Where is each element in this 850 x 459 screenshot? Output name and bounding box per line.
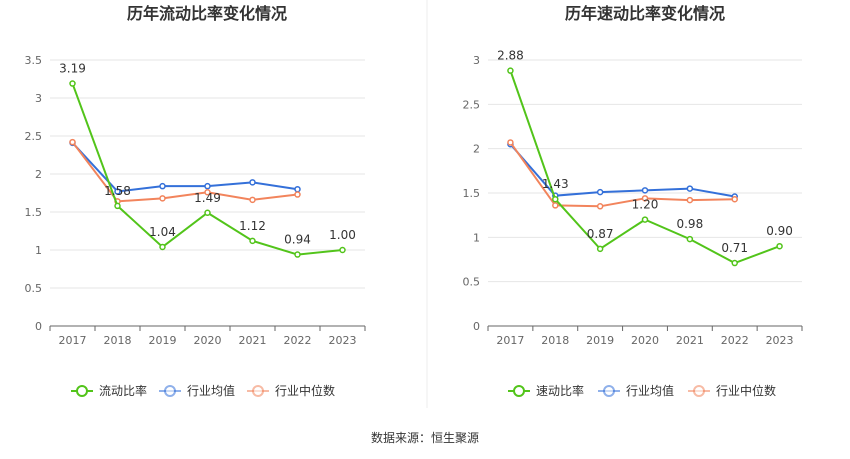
- data-point: [114, 202, 121, 210]
- data-point: [507, 139, 514, 146]
- data-point: [204, 182, 211, 190]
- x-tick-label: 2021: [239, 334, 267, 347]
- x-tick-label: 2018: [104, 334, 132, 347]
- x-tick-label: 2021: [676, 334, 704, 347]
- data-point: [159, 243, 166, 251]
- legend-marker: [76, 385, 88, 397]
- data-point: [596, 188, 604, 196]
- y-tick-label: 1.5: [463, 187, 481, 200]
- data-point: [507, 67, 514, 74]
- data-point: [114, 188, 121, 195]
- data-point: [776, 242, 783, 250]
- data-point: [69, 80, 76, 87]
- data-point: [294, 191, 301, 198]
- data-label: 1.04: [149, 225, 176, 239]
- x-tick-label: 2020: [631, 334, 659, 347]
- data-label: 1.00: [329, 228, 356, 242]
- data-label: 3.19: [59, 62, 86, 76]
- data-point: [641, 187, 649, 194]
- series-line: [71, 83, 343, 256]
- y-tick-label: 0: [473, 320, 480, 333]
- y-tick-label: 2: [35, 168, 42, 181]
- legend-label: 行业均值: [187, 383, 235, 398]
- data-label: 0.87: [587, 227, 614, 241]
- source-note: 数据来源：恒生聚源: [371, 430, 479, 445]
- data-label: 1.20: [632, 198, 659, 212]
- legend-marker: [693, 385, 705, 397]
- y-tick-label: 3: [473, 54, 480, 67]
- chart-title: 历年流动比率变化情况: [127, 4, 287, 23]
- data-label: 0.94: [284, 233, 311, 247]
- data-point: [641, 195, 649, 202]
- y-tick-label: 2: [473, 143, 480, 156]
- y-tick-label: 0: [35, 320, 42, 333]
- data-label: 1.49: [194, 191, 221, 205]
- x-tick-label: 2017: [496, 334, 524, 347]
- x-tick-label: 2017: [59, 334, 87, 347]
- legend-label: 行业中位数: [716, 383, 776, 398]
- y-tick-label: 1: [35, 244, 42, 257]
- y-tick-label: 1: [473, 231, 480, 244]
- current-ratio-chart: 历年流动比率变化情况 0 0.5 1 1.5 2 2.5 3 3.5 2017 2018 2019 20…: [25, 4, 366, 398]
- data-point: [204, 188, 211, 196]
- quick-ratio-chart: 历年速动比率变化情况 0 0.5 1 1.5 2 2.5 3 2017 2018 2019 2020 2…: [463, 4, 803, 398]
- x-tick-label: 2022: [721, 334, 749, 347]
- legend-label: 流动比率: [99, 383, 147, 398]
- legend-label: 速动比率: [536, 383, 584, 398]
- y-tick-label: 2.5: [463, 98, 481, 111]
- x-tick-label: 2019: [586, 334, 614, 347]
- legend-marker: [164, 385, 176, 397]
- legend-marker: [252, 385, 264, 397]
- data-point: [204, 209, 211, 217]
- x-tick-label: 2018: [541, 334, 569, 347]
- y-tick-label: 0.5: [25, 282, 43, 295]
- data-point: [294, 251, 301, 258]
- data-point: [641, 216, 649, 223]
- data-label: 0.98: [676, 217, 703, 231]
- data-label: 1.43: [542, 177, 569, 191]
- series-line: [509, 70, 780, 265]
- data-point: [686, 185, 694, 192]
- data-label: 1.58: [104, 184, 131, 198]
- data-point: [731, 259, 738, 267]
- data-point: [249, 196, 256, 204]
- data-point: [596, 245, 604, 253]
- data-point: [686, 235, 694, 243]
- y-tick-label: 3: [35, 92, 42, 105]
- legend-marker: [603, 385, 615, 397]
- x-tick-label: 2020: [194, 334, 222, 347]
- y-tick-label: 2.5: [25, 130, 43, 143]
- data-point: [294, 185, 301, 193]
- data-label: 2.88: [497, 49, 524, 63]
- x-tick-label: 2023: [329, 334, 357, 347]
- data-label: 0.90: [766, 224, 793, 238]
- data-point: [731, 195, 738, 203]
- data-point: [159, 182, 166, 190]
- x-tick-label: 2023: [766, 334, 794, 347]
- data-point: [249, 179, 256, 186]
- data-point: [552, 195, 559, 203]
- legend-label: 行业中位数: [275, 383, 335, 398]
- y-tick-label: 3.5: [25, 54, 43, 67]
- data-point: [686, 196, 694, 204]
- data-point: [339, 246, 346, 254]
- legend-marker: [513, 385, 525, 397]
- x-tick-label: 2019: [149, 334, 177, 347]
- series-line: [71, 141, 298, 203]
- series-line: [509, 143, 735, 198]
- y-tick-label: 1.5: [25, 206, 43, 219]
- data-point: [552, 202, 559, 209]
- data-point: [159, 195, 166, 202]
- series-line: [509, 141, 735, 208]
- legend-label: 行业均值: [626, 383, 674, 398]
- data-point: [596, 203, 604, 210]
- data-point: [69, 138, 76, 146]
- y-tick-label: 0.5: [463, 276, 481, 289]
- data-point: [249, 237, 256, 245]
- data-label: 1.12: [239, 219, 266, 233]
- chart-title: 历年速动比率变化情况: [565, 4, 725, 23]
- data-label: 0.71: [721, 241, 748, 255]
- x-tick-label: 2022: [284, 334, 312, 347]
